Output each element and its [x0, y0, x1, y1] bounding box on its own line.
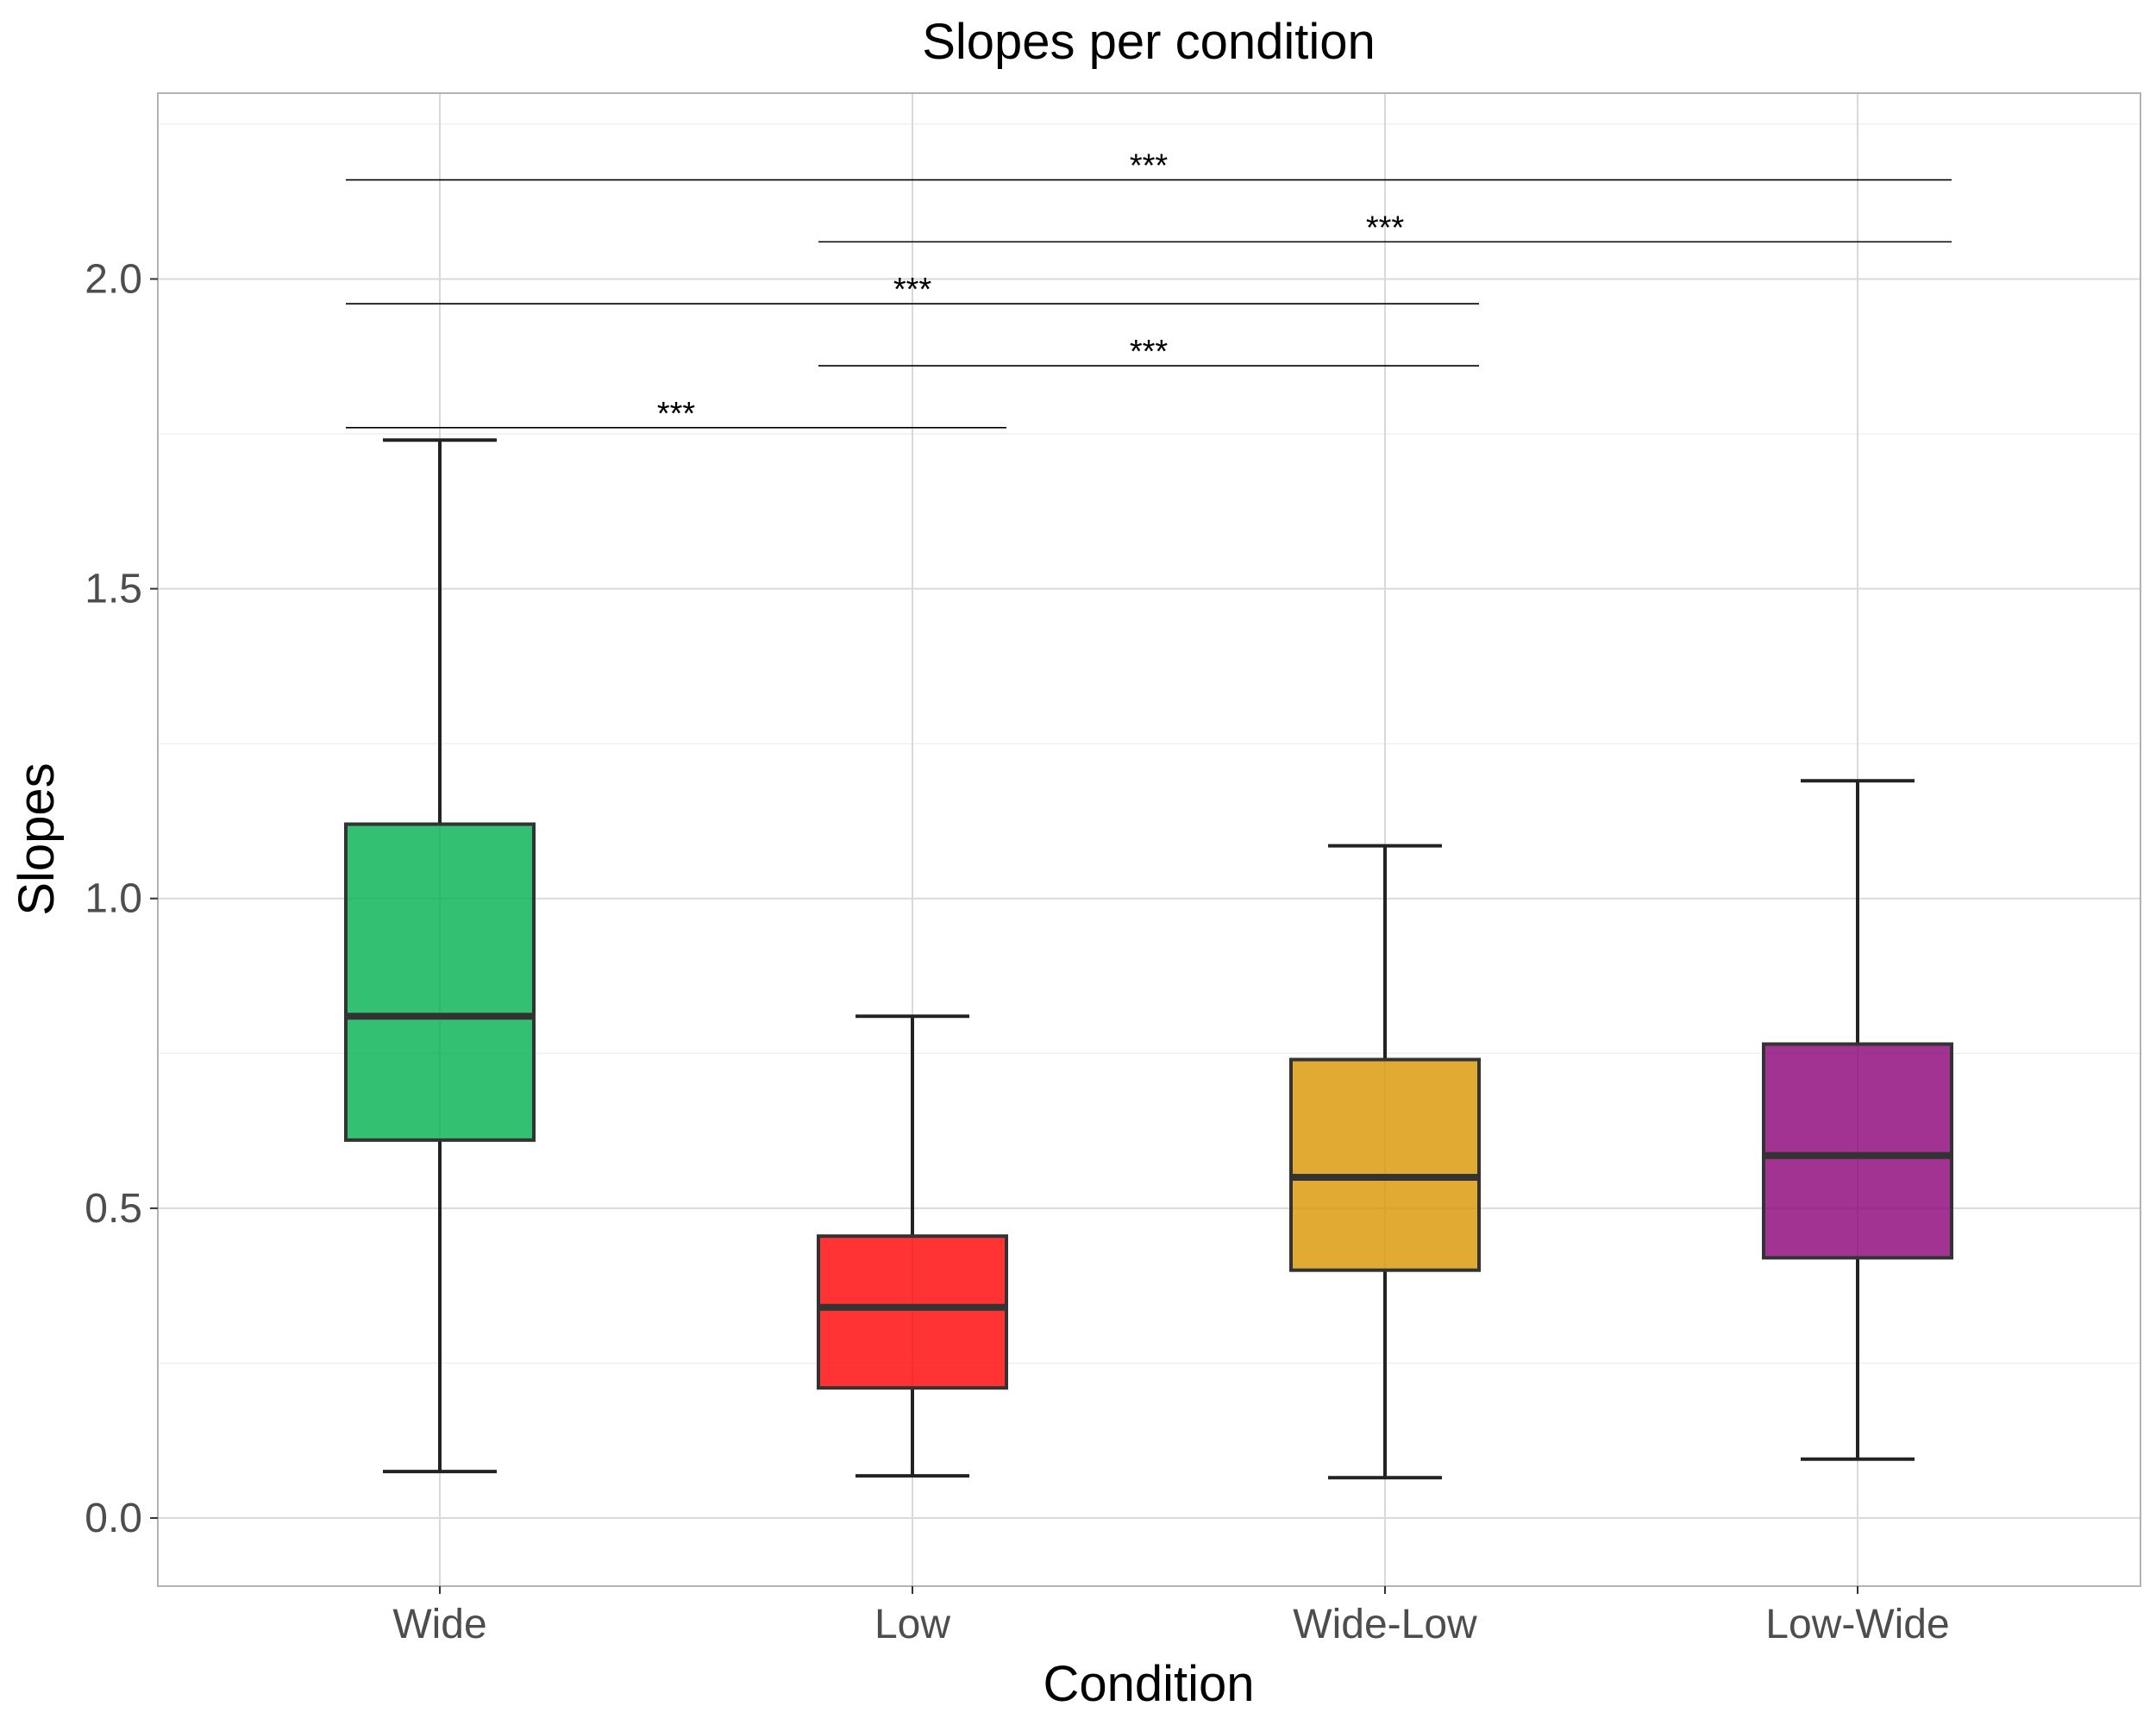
x-tick-label: Wide-Low: [1293, 1602, 1477, 1647]
iqr-box: [344, 822, 536, 1142]
x-axis-ticks: Wide Low Wide-Low Low-Wide: [392, 1586, 1950, 1647]
y-tick-label: 0.5: [85, 1186, 142, 1232]
significance-brackets: *** *** *** *** ***: [346, 148, 1952, 432]
box-wide: [344, 438, 536, 1474]
iqr-box: [1289, 1057, 1481, 1272]
chart-title: Slopes per condition: [922, 14, 1376, 70]
iqr-box: [817, 1234, 1008, 1390]
significance-bracket: ***: [818, 334, 1479, 370]
box-wide-low: [1289, 844, 1481, 1480]
x-tick-label: Low-Wide: [1765, 1602, 1949, 1647]
significance-bracket: ***: [818, 210, 1952, 246]
box-low-wide: [1762, 779, 1953, 1461]
y-tick-label: 1.5: [85, 567, 142, 612]
significance-bracket: ***: [346, 148, 1952, 185]
significance-label: ***: [1130, 148, 1169, 185]
y-tick-label: 1.0: [85, 876, 142, 922]
significance-label: ***: [1130, 334, 1169, 370]
x-tick-label: Wide: [392, 1602, 486, 1647]
significance-label: ***: [657, 396, 696, 432]
plot-panel-border: [157, 92, 2141, 1587]
box-low: [817, 1014, 1008, 1478]
significance-label: ***: [1366, 210, 1405, 246]
y-tick-label: 0.0: [85, 1496, 142, 1541]
box-series: [344, 438, 1953, 1480]
iqr-box: [1762, 1042, 1953, 1260]
y-tick-label: 2.0: [85, 256, 142, 302]
x-axis-title: Condition: [1043, 1656, 1254, 1712]
y-axis-ticks: 0.0 0.5 1.0 1.5 2.0: [85, 256, 158, 1541]
significance-bracket: ***: [346, 272, 1479, 308]
significance-label: ***: [893, 272, 932, 308]
significance-bracket: ***: [346, 396, 1006, 432]
y-axis-title: Slopes: [9, 762, 65, 915]
x-tick-label: Low: [874, 1602, 950, 1647]
